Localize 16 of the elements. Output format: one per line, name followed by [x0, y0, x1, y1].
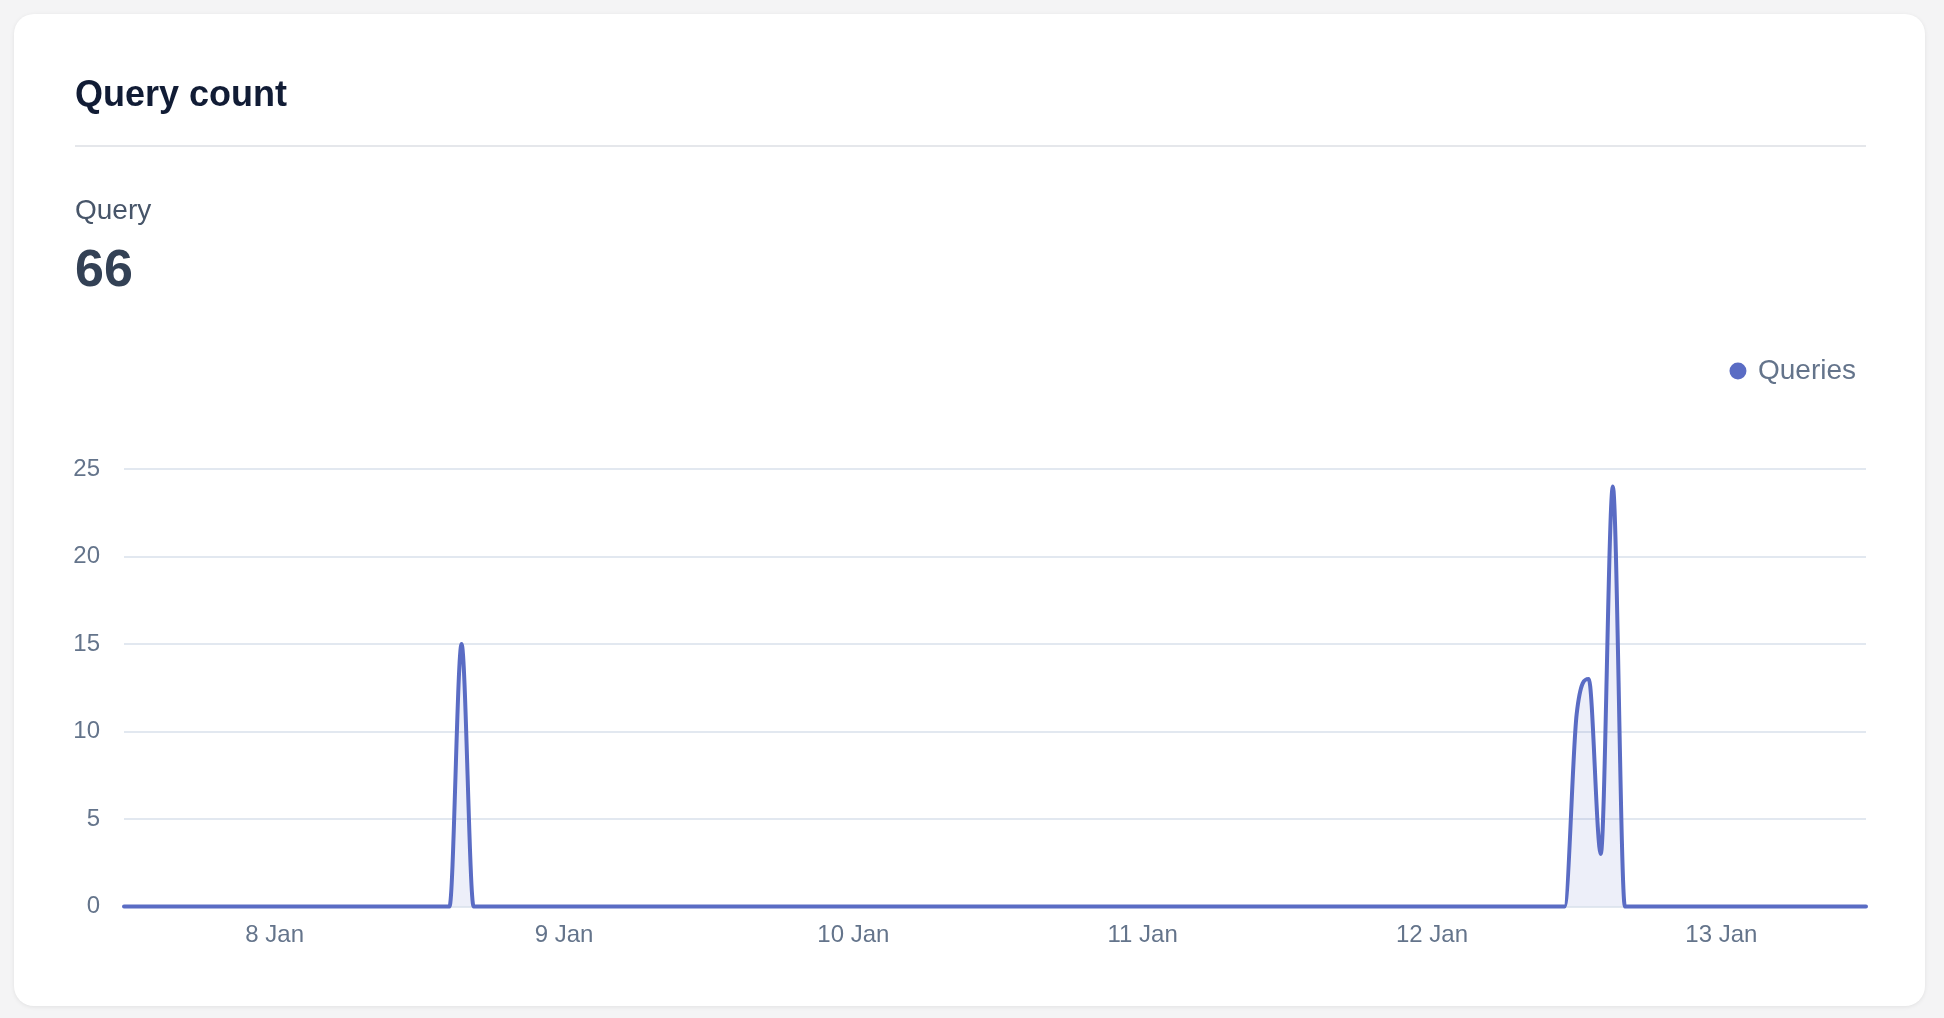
y-tick-label: 0 [86, 891, 100, 919]
x-tick-label: 12 Jan [1395, 919, 1469, 947]
x-tick-label: 9 Jan [534, 919, 594, 947]
y-tick-label: 5 [86, 803, 100, 831]
chart-subtitle: Query [75, 194, 152, 225]
chart-title: Query count [75, 73, 288, 114]
y-tick-label: 10 [73, 716, 100, 744]
y-tick-label: 20 [73, 541, 100, 569]
text: 66 [75, 239, 133, 297]
legend-label: Queries [1757, 353, 1857, 385]
y-tick-label: 25 [73, 453, 100, 481]
x-tick-label: 10 Jan [817, 919, 890, 947]
y-tick-label: 15 [73, 628, 100, 656]
x-tick-label: 13 Jan [1685, 919, 1758, 947]
x-tick-label: 11 Jan [1107, 919, 1178, 947]
x-tick-label: 8 Jan [245, 919, 305, 947]
